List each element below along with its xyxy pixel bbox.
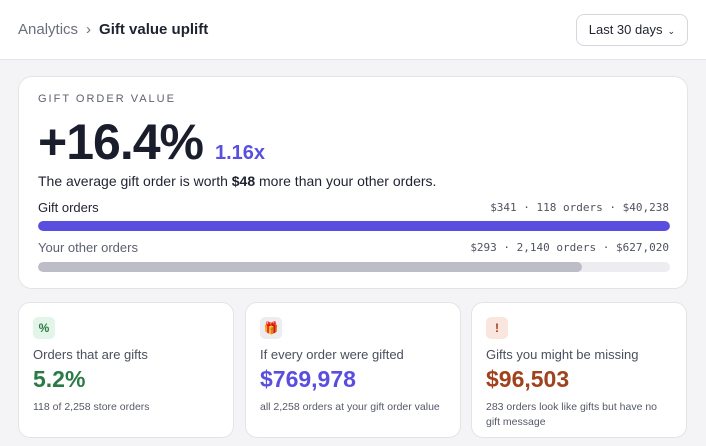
card-note: 118 of 2,258 store orders	[33, 401, 150, 413]
card-label: Gifts you might be missing	[486, 347, 639, 362]
card-every-order-gifted: 🎁 If every order were gifted $769,978 al…	[245, 302, 461, 438]
gift-orders-stats: $341 · 118 orders · $40,238	[490, 201, 669, 214]
gift-order-value-card: GIFT ORDER VALUE +16.4% 1.16x The averag…	[18, 76, 688, 289]
other-orders-bar-fill	[38, 262, 582, 272]
other-orders-stats: $293 · 2,140 orders · $627,020	[470, 241, 669, 254]
uplift-percentage: +16.4%	[38, 114, 204, 170]
summary-sentence: The average gift order is worth $48 more…	[38, 173, 436, 189]
card-note: all 2,258 orders at your gift order valu…	[260, 401, 440, 413]
breadcrumb: Analytics › Gift value uplift	[18, 21, 208, 38]
page-title: Gift value uplift	[99, 21, 209, 38]
gift-orders-bar-fill	[38, 221, 670, 231]
percent-icon: %	[33, 317, 55, 339]
other-orders-label: Your other orders	[38, 240, 138, 255]
card-orders-gifts: % Orders that are gifts 5.2% 118 of 2,25…	[18, 302, 234, 438]
card-missing-gifts: ! Gifts you might be missing $96,503 283…	[471, 302, 687, 438]
breadcrumb-separator-icon: ›	[86, 21, 92, 38]
hero-metric: +16.4% 1.16x	[38, 113, 265, 171]
card-value: $96,503	[486, 366, 570, 392]
gift-orders-label: Gift orders	[38, 200, 99, 215]
other-orders-bar-track	[38, 262, 670, 272]
card-label: If every order were gifted	[260, 347, 404, 362]
sentence-amount: $48	[231, 173, 256, 189]
date-range-label: Last 30 days	[588, 22, 663, 37]
card-eyebrow: GIFT ORDER VALUE	[38, 93, 176, 105]
gift-orders-bar-track	[38, 221, 670, 231]
breadcrumb-analytics-link[interactable]: Analytics	[18, 21, 79, 38]
card-value: $769,978	[260, 366, 356, 392]
gift-box-icon: 🎁	[260, 317, 282, 339]
sentence-suffix: more than your other orders.	[255, 173, 437, 189]
warning-icon: !	[486, 317, 508, 339]
page-header: Analytics › Gift value uplift Last 30 da…	[0, 0, 706, 60]
uplift-multiplier: 1.16x	[214, 142, 266, 164]
chevron-down-icon: ⌄	[667, 25, 675, 36]
card-note: 283 orders look like gifts but have no g…	[486, 401, 658, 428]
card-value: 5.2%	[33, 366, 86, 392]
card-label: Orders that are gifts	[33, 347, 148, 362]
date-range-dropdown[interactable]: Last 30 days ⌄	[575, 13, 688, 46]
sentence-prefix: The average gift order is worth	[38, 173, 232, 189]
